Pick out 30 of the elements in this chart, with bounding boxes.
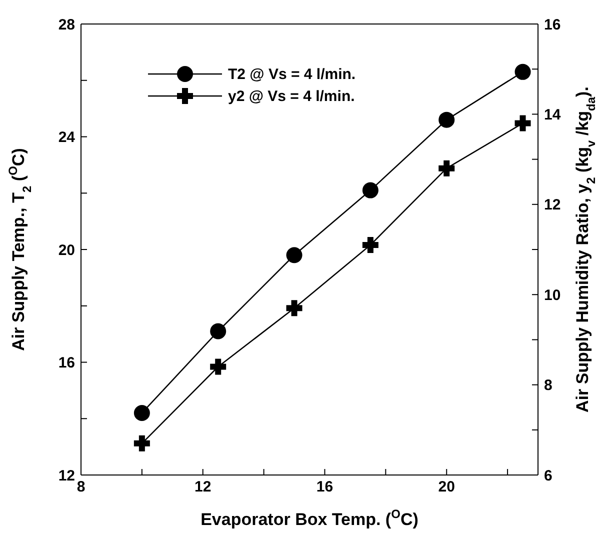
point [210,358,226,375]
point [210,323,226,340]
point [286,300,302,316]
legend-label: T2 @ Vs = 4 l/min. [228,66,356,82]
y2-tick-label: 10 [544,286,561,304]
point [514,115,531,132]
y2-tick-label: 12 [544,196,561,214]
x-tick-label: 8 [76,478,86,496]
x-axis-title: Evaporator Box Temp. ($^{O}$C) [200,507,418,529]
point [134,404,150,421]
point [514,64,531,80]
x-tick-label: 20 [438,478,455,496]
point [362,182,378,198]
x-tick-label: 16 [316,478,334,496]
y2-tick-label: 8 [544,377,552,394]
y2-tick-label: 14 [544,106,562,124]
y-tick-label: 28 [58,16,75,34]
point [362,236,378,253]
point [286,247,302,264]
point [134,435,150,452]
y-tick-label: 12 [58,467,75,484]
point [438,112,455,128]
x-tick-label: 12 [194,478,212,496]
y-tick-label: 24 [58,129,76,146]
legend-label: y2 @ Vs = 4 l/min. [228,88,355,104]
y-tick-label: 20 [58,242,75,259]
y-tick-label: 16 [58,354,75,372]
point [438,160,455,176]
y2-tick-label: 6 [544,467,552,484]
y2-tick-label: 16 [544,16,561,34]
